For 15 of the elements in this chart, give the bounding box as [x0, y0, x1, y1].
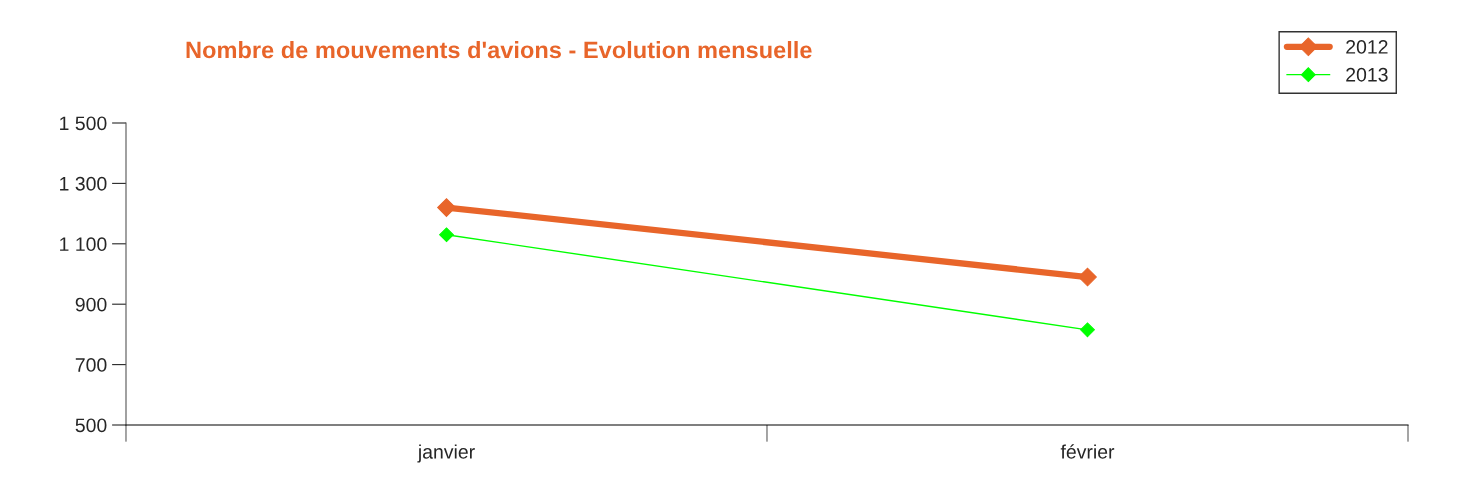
y-tick-label: 1 100 [60, 237, 107, 252]
y-tick-label: 1 500 [60, 116, 107, 131]
legend-label: 2012 [1346, 40, 1388, 54]
point [439, 227, 454, 243]
y-tick-label: 900 [75, 297, 107, 312]
y-tick-label: 700 [75, 358, 107, 372]
y-tick-label: 1 300 [60, 176, 107, 191]
legend-label: 2013 [1346, 67, 1388, 82]
y-tick-label: 500 [75, 418, 107, 433]
point [1078, 267, 1097, 287]
x-tick-label: janvier [417, 444, 475, 463]
point [1080, 322, 1095, 338]
x-tick-label: février [1060, 444, 1115, 459]
point [437, 198, 456, 217]
chart-title: Nombre de mouvements d'avions - Evolution mensuelle [186, 41, 812, 59]
